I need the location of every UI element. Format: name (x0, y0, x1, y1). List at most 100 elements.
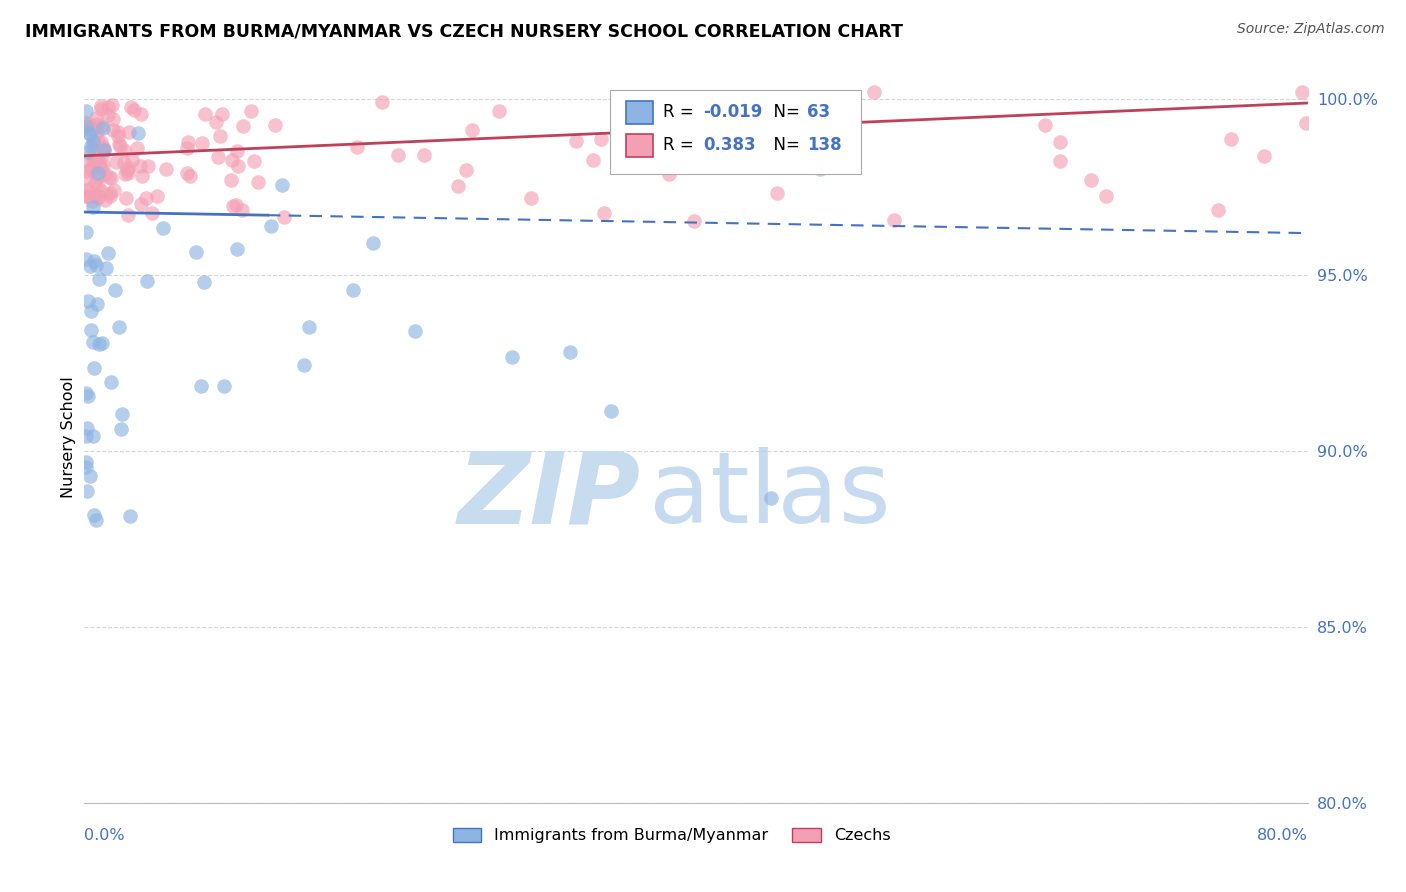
Point (87, 336, 110, 351)
Point (1095, 189, 1118, 203)
Point (243, 154, 266, 169)
Point (82, 200, 104, 214)
Point (1206, 203, 1229, 218)
Point (273, 210, 295, 224)
Point (75, 460, 97, 475)
Point (104, 154, 127, 169)
Text: N=: N= (763, 136, 806, 154)
Point (582, 153, 605, 167)
Point (97, 100, 120, 114)
Point (76, 182, 98, 196)
Point (77, 389, 100, 403)
Point (80, 161, 103, 176)
Text: -0.019: -0.019 (703, 103, 762, 121)
Point (100, 171, 122, 186)
Point (76, 184, 98, 198)
Point (488, 103, 510, 118)
Point (101, 112, 124, 126)
Point (1049, 136, 1071, 150)
Point (292, 358, 315, 372)
Point (90, 135, 112, 149)
Point (120, 100, 142, 114)
Point (84, 153, 107, 168)
Point (112, 155, 135, 169)
Point (82, 334, 104, 349)
Point (118, 125, 141, 139)
Point (565, 134, 588, 148)
Point (231, 202, 253, 217)
Point (129, 197, 152, 211)
Point (97, 169, 120, 184)
Point (93, 143, 115, 157)
Point (628, 120, 651, 134)
Point (90, 102, 112, 116)
Point (194, 107, 217, 121)
Point (155, 162, 177, 177)
Point (80, 194, 103, 209)
Point (91, 120, 114, 135)
Point (80, 323, 103, 337)
Text: 0.0%: 0.0% (84, 828, 125, 843)
Point (127, 126, 149, 140)
Point (87, 166, 110, 180)
Point (91, 140, 114, 154)
Point (225, 144, 247, 158)
Text: ZIP: ZIP (458, 447, 641, 544)
Point (107, 125, 129, 139)
Point (100, 189, 122, 203)
Text: atlas: atlas (650, 447, 891, 544)
Point (111, 407, 134, 421)
Point (93, 167, 115, 181)
Point (112, 143, 135, 157)
Point (387, 148, 409, 162)
Point (84, 159, 107, 173)
Point (207, 150, 229, 164)
Point (80, 139, 103, 153)
Point (219, 173, 242, 187)
Point (83, 189, 105, 203)
Point (298, 319, 321, 334)
Point (98, 186, 121, 201)
Point (599, 404, 621, 418)
Point (86, 296, 108, 310)
Point (89, 158, 111, 172)
Text: Source: ZipAtlas.com: Source: ZipAtlas.com (1237, 22, 1385, 37)
Point (83, 508, 105, 522)
Point (86, 134, 108, 148)
Point (76, 188, 98, 202)
Point (86, 125, 108, 139)
Point (77, 294, 100, 309)
Point (76, 145, 98, 159)
Point (621, 156, 644, 170)
Point (84, 258, 107, 272)
Point (232, 120, 254, 134)
Point (82, 429, 104, 443)
Point (346, 140, 368, 154)
Point (240, 104, 263, 119)
Point (120, 509, 142, 524)
Point (80, 146, 103, 161)
Point (82, 153, 104, 167)
Point (90, 143, 112, 157)
Point (87, 272, 110, 286)
Point (103, 182, 125, 196)
Point (342, 283, 364, 297)
Point (79, 260, 101, 274)
Point (86, 189, 108, 203)
FancyBboxPatch shape (610, 90, 860, 174)
Point (82, 163, 104, 178)
Point (658, 167, 681, 181)
Point (209, 129, 232, 144)
Point (91, 148, 114, 162)
Point (96, 261, 118, 276)
Point (461, 123, 484, 137)
Point (1291, 86, 1313, 100)
Point (212, 379, 235, 393)
Point (82, 121, 104, 136)
Point (404, 324, 426, 338)
FancyBboxPatch shape (626, 134, 654, 157)
Point (115, 163, 138, 178)
Point (361, 235, 384, 250)
Point (225, 198, 247, 212)
Point (221, 153, 243, 167)
